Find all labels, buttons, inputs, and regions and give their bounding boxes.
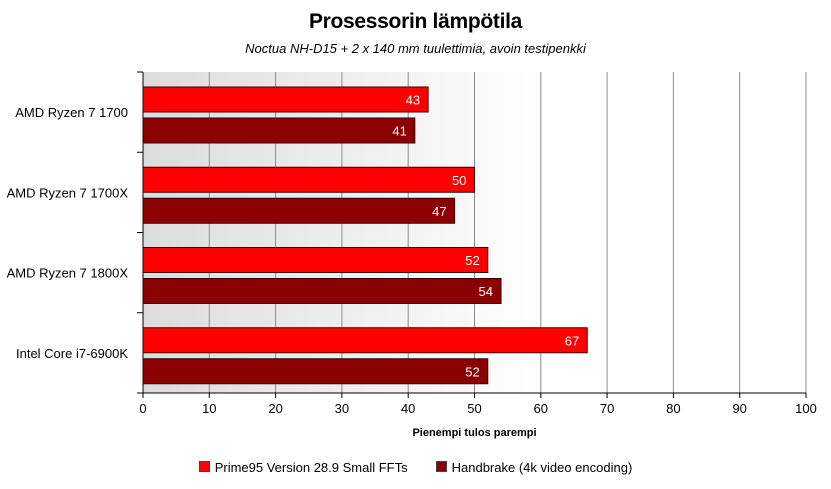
data-label: 47 bbox=[432, 204, 446, 219]
legend-swatch bbox=[435, 461, 447, 473]
bar bbox=[142, 86, 429, 113]
x-tick-label: 0 bbox=[139, 401, 146, 416]
category-label: AMD Ryzen 7 1700 bbox=[15, 105, 128, 120]
legend-swatch bbox=[198, 461, 210, 473]
legend-item: Handbrake (4k video encoding) bbox=[435, 460, 633, 476]
legend-label: Handbrake (4k video encoding) bbox=[451, 460, 633, 476]
data-label: 52 bbox=[465, 364, 479, 379]
chart-title: Prosessorin lämpötila bbox=[308, 10, 523, 33]
x-axis-title: Pienempi tulos parempi bbox=[412, 427, 536, 439]
x-tick-label: 30 bbox=[335, 401, 349, 416]
legend-item: Prime95 Version 28.9 Small FFTs bbox=[198, 460, 408, 476]
x-tick-label: 80 bbox=[666, 401, 680, 416]
category-label: AMD Ryzen 7 1700X bbox=[7, 185, 129, 200]
x-tick-label: 20 bbox=[268, 401, 282, 416]
legend-label: Prime95 Version 28.9 Small FFTs bbox=[214, 460, 408, 476]
bar bbox=[142, 197, 456, 224]
data-label: 67 bbox=[565, 333, 579, 348]
bar bbox=[142, 327, 588, 354]
legend: Prime95 Version 28.9 Small FFTs Handbrake… bbox=[0, 459, 831, 475]
x-tick-label: 60 bbox=[534, 401, 548, 416]
chart-subtitle: Noctua NH-D15 + 2 x 140 mm tuulettimia, … bbox=[245, 41, 586, 56]
bar bbox=[142, 247, 489, 273]
x-tick-label: 70 bbox=[600, 401, 614, 416]
data-label: 50 bbox=[452, 173, 466, 188]
category-label: Intel Core i7-6900K bbox=[16, 346, 128, 361]
x-tick-label: 10 bbox=[202, 401, 216, 416]
data-label: 43 bbox=[406, 93, 420, 108]
bar bbox=[142, 166, 475, 193]
bar bbox=[142, 358, 489, 385]
bar bbox=[142, 117, 416, 144]
bar bbox=[142, 278, 502, 304]
x-tick-label: 50 bbox=[467, 401, 481, 416]
x-tick-label: 100 bbox=[795, 401, 817, 416]
data-label: 54 bbox=[479, 284, 493, 299]
category-label: AMD Ryzen 7 1800X bbox=[7, 266, 129, 281]
x-tick-label: 40 bbox=[401, 401, 415, 416]
data-label: 52 bbox=[465, 253, 479, 268]
data-label: 41 bbox=[392, 124, 406, 139]
x-tick-label: 90 bbox=[732, 401, 746, 416]
